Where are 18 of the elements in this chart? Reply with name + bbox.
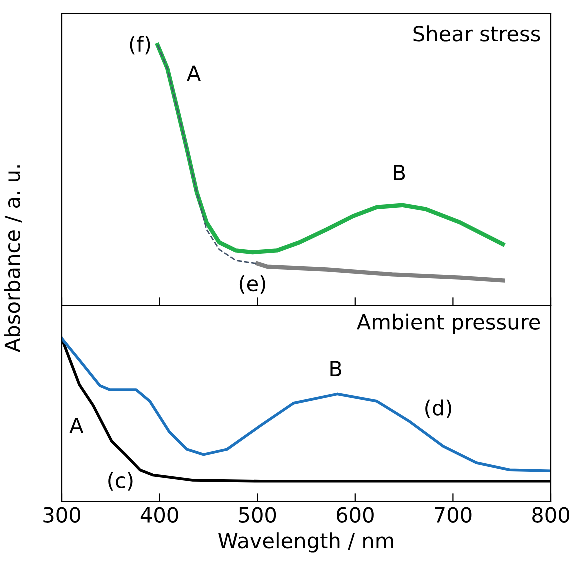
y-axis-title: Absorbance / a. u. — [4, 166, 22, 352]
x-tick-label: 300 — [44, 507, 80, 523]
text: Shear stress — [414, 26, 540, 42]
x-tick-label: 400 — [140, 507, 178, 523]
annotation: B — [330, 361, 342, 376]
annotation: (c) — [108, 472, 133, 491]
annotation: B — [394, 165, 406, 180]
x-tick-label: 700 — [435, 507, 472, 523]
annotation: (e) — [240, 276, 266, 294]
x-tick-label: 800 — [532, 507, 570, 523]
x-tick-label: 500 — [239, 507, 276, 523]
text: Ambient pressure — [357, 314, 540, 334]
x-axis-title: Wavelength / nm — [218, 532, 394, 553]
annotation: (f) — [130, 36, 150, 55]
annotation: (d) — [426, 400, 452, 418]
annotation: A — [70, 418, 84, 434]
x-tick-label: 600 — [336, 507, 374, 523]
annotation: A — [187, 66, 201, 82]
